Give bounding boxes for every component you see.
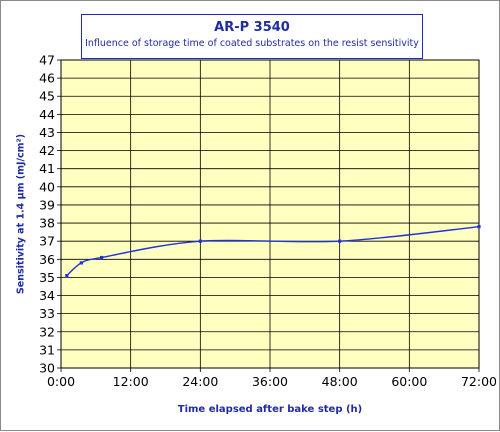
chart-subtitle: Influence of storage time of coated subs… bbox=[85, 38, 419, 49]
y-tick-label: 40 bbox=[39, 179, 55, 194]
x-tick-label: 72:00 bbox=[461, 374, 497, 389]
x-axis-ticks: 0:00 12:00 24:00 36:00 48:00 60:00 72:00 bbox=[47, 368, 497, 389]
y-tick-label: 34 bbox=[39, 288, 55, 303]
chart-title-box: AR-P 3540 Influence of storage time of c… bbox=[81, 14, 423, 59]
y-tick-label: 38 bbox=[39, 216, 55, 231]
x-tick-label: 12:00 bbox=[113, 374, 149, 389]
gridlines bbox=[61, 60, 479, 368]
x-tick-label: 48:00 bbox=[322, 374, 358, 389]
y-tick-label: 46 bbox=[39, 71, 55, 86]
y-tick-label: 42 bbox=[39, 143, 55, 158]
y-tick-label: 39 bbox=[39, 197, 55, 212]
x-axis-label: Time elapsed after bake step (h) bbox=[177, 404, 363, 415]
y-tick-label: 33 bbox=[39, 306, 55, 321]
chart-title: AR-P 3540 bbox=[214, 20, 290, 35]
data-point bbox=[100, 255, 104, 260]
data-point bbox=[338, 239, 342, 243]
x-tick-label: 0:00 bbox=[47, 374, 75, 389]
y-axis-ticks: 30 31 32 33 34 35 36 37 38 39 40 41 42 43 44 45 46 47 bbox=[39, 53, 61, 376]
y-tick-label: 37 bbox=[39, 234, 55, 249]
y-tick-label: 44 bbox=[39, 107, 55, 122]
data-series bbox=[65, 225, 481, 278]
y-tick-label: 31 bbox=[39, 342, 55, 357]
data-point bbox=[477, 225, 481, 229]
y-tick-label: 47 bbox=[39, 53, 55, 68]
y-tick-label: 43 bbox=[39, 125, 55, 140]
y-axis-label: Sensitivity at 1.4 µm (mJ/cm²) bbox=[15, 133, 27, 295]
x-tick-label: 60:00 bbox=[391, 374, 427, 389]
x-tick-label: 24:00 bbox=[182, 374, 218, 389]
data-point bbox=[79, 261, 83, 265]
y-tick-label: 32 bbox=[39, 324, 55, 339]
y-tick-label: 36 bbox=[39, 252, 55, 267]
y-tick-label: 45 bbox=[39, 89, 55, 104]
y-tick-label: 30 bbox=[39, 361, 55, 376]
y-tick-label: 41 bbox=[39, 161, 55, 176]
data-point bbox=[198, 239, 202, 243]
y-tick-label: 35 bbox=[39, 270, 55, 285]
x-tick-label: 36:00 bbox=[252, 374, 288, 389]
data-point bbox=[65, 274, 69, 278]
